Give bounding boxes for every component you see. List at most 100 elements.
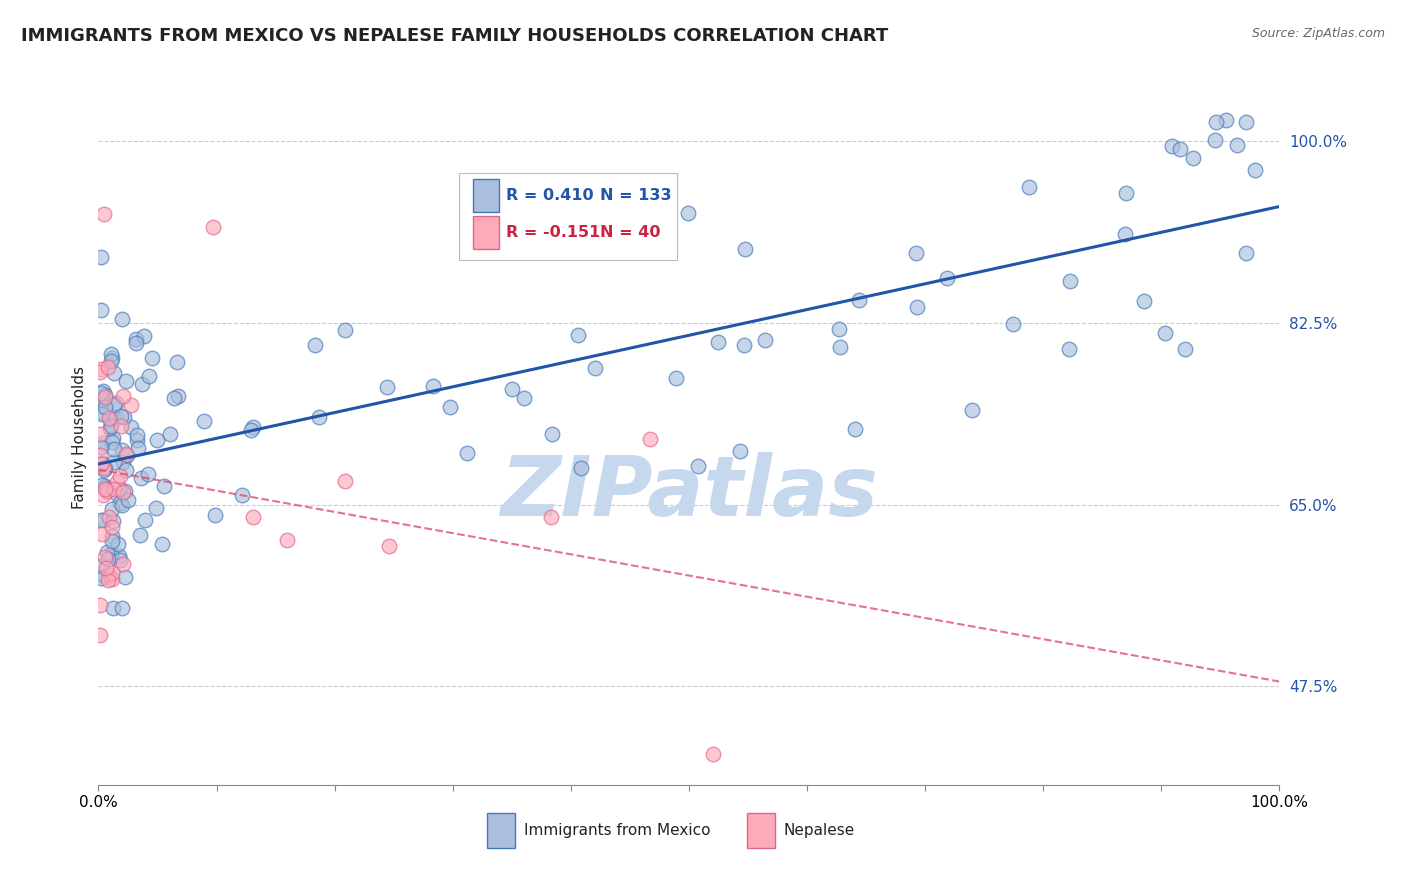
Point — [905, 300, 928, 314]
Point — [422, 379, 444, 393]
Point — [93, 513, 115, 527]
Point — [129, 471, 152, 485]
Point — [145, 500, 167, 515]
Point — [101, 435, 124, 450]
Point — [100, 419, 122, 434]
Point — [111, 499, 134, 513]
Point — [103, 455, 125, 469]
Point — [90, 440, 112, 454]
Point — [96, 545, 118, 559]
Point — [146, 434, 169, 448]
Point — [117, 448, 139, 462]
Point — [1174, 343, 1197, 357]
Point — [114, 483, 136, 498]
Point — [707, 335, 730, 350]
Point — [1114, 227, 1136, 242]
Point — [120, 419, 142, 434]
Point — [754, 333, 776, 347]
Point — [110, 409, 132, 423]
Point — [100, 347, 122, 361]
Point — [827, 322, 849, 336]
Point — [98, 413, 121, 427]
Point — [90, 302, 112, 317]
Point — [90, 457, 112, 471]
Point — [91, 384, 114, 398]
Point — [111, 443, 134, 458]
Point — [1059, 274, 1081, 288]
Point — [193, 414, 215, 428]
Point — [1154, 326, 1177, 340]
Point — [231, 488, 253, 502]
Point — [93, 207, 115, 221]
Point — [101, 566, 124, 580]
Text: Immigrants from Mexico: Immigrants from Mexico — [523, 823, 710, 838]
Point — [501, 382, 523, 396]
Point — [728, 444, 751, 458]
Point — [103, 398, 125, 412]
Point — [105, 475, 128, 489]
Point — [125, 427, 148, 442]
Point — [456, 446, 478, 460]
Point — [1160, 139, 1182, 153]
Point — [163, 392, 186, 406]
Point — [114, 410, 136, 425]
Point — [91, 456, 114, 470]
Point — [100, 353, 122, 368]
Point — [103, 442, 125, 456]
Point — [105, 396, 128, 410]
FancyBboxPatch shape — [747, 814, 775, 848]
FancyBboxPatch shape — [486, 814, 516, 848]
Point — [676, 206, 699, 220]
Point — [89, 426, 111, 441]
Point — [114, 374, 136, 388]
Point — [124, 335, 146, 350]
Point — [93, 482, 115, 496]
Point — [93, 400, 115, 414]
Point — [90, 405, 112, 419]
Point — [1204, 133, 1226, 147]
Text: Nepalese: Nepalese — [783, 823, 855, 838]
Point — [567, 327, 589, 342]
Point — [114, 570, 136, 584]
Point — [1168, 142, 1191, 156]
Point — [90, 386, 112, 401]
Text: Source: ZipAtlas.com: Source: ZipAtlas.com — [1251, 27, 1385, 40]
Point — [90, 559, 112, 574]
Point — [94, 550, 117, 565]
Point — [94, 387, 117, 401]
Point — [94, 481, 117, 495]
Point — [136, 467, 159, 482]
Point — [134, 328, 156, 343]
Point — [569, 461, 592, 475]
Point — [111, 454, 134, 468]
Point — [93, 569, 115, 583]
Point — [101, 431, 124, 445]
Point — [141, 351, 163, 366]
Text: R = 0.410: R = 0.410 — [506, 188, 593, 203]
Point — [98, 509, 121, 524]
Point — [905, 246, 928, 260]
Point — [93, 393, 115, 408]
Point — [90, 513, 112, 527]
Point — [540, 510, 562, 524]
Point — [89, 365, 111, 379]
Point — [93, 461, 115, 475]
Point — [1018, 180, 1040, 194]
Point — [91, 436, 114, 450]
Point — [90, 407, 112, 421]
Point — [1133, 293, 1156, 308]
Text: IMMIGRANTS FROM MEXICO VS NEPALESE FAMILY HOUSEHOLDS CORRELATION CHART: IMMIGRANTS FROM MEXICO VS NEPALESE FAMIL… — [21, 27, 889, 45]
Point — [513, 391, 536, 405]
Text: N = 133: N = 133 — [600, 188, 672, 203]
Point — [108, 552, 131, 566]
Point — [93, 463, 115, 477]
Point — [1001, 317, 1024, 331]
Point — [1244, 162, 1267, 177]
Point — [960, 403, 983, 417]
Point — [733, 338, 755, 352]
Point — [103, 366, 125, 380]
Point — [1236, 246, 1258, 260]
Point — [111, 389, 134, 403]
Point — [166, 355, 188, 369]
Point — [378, 539, 401, 553]
